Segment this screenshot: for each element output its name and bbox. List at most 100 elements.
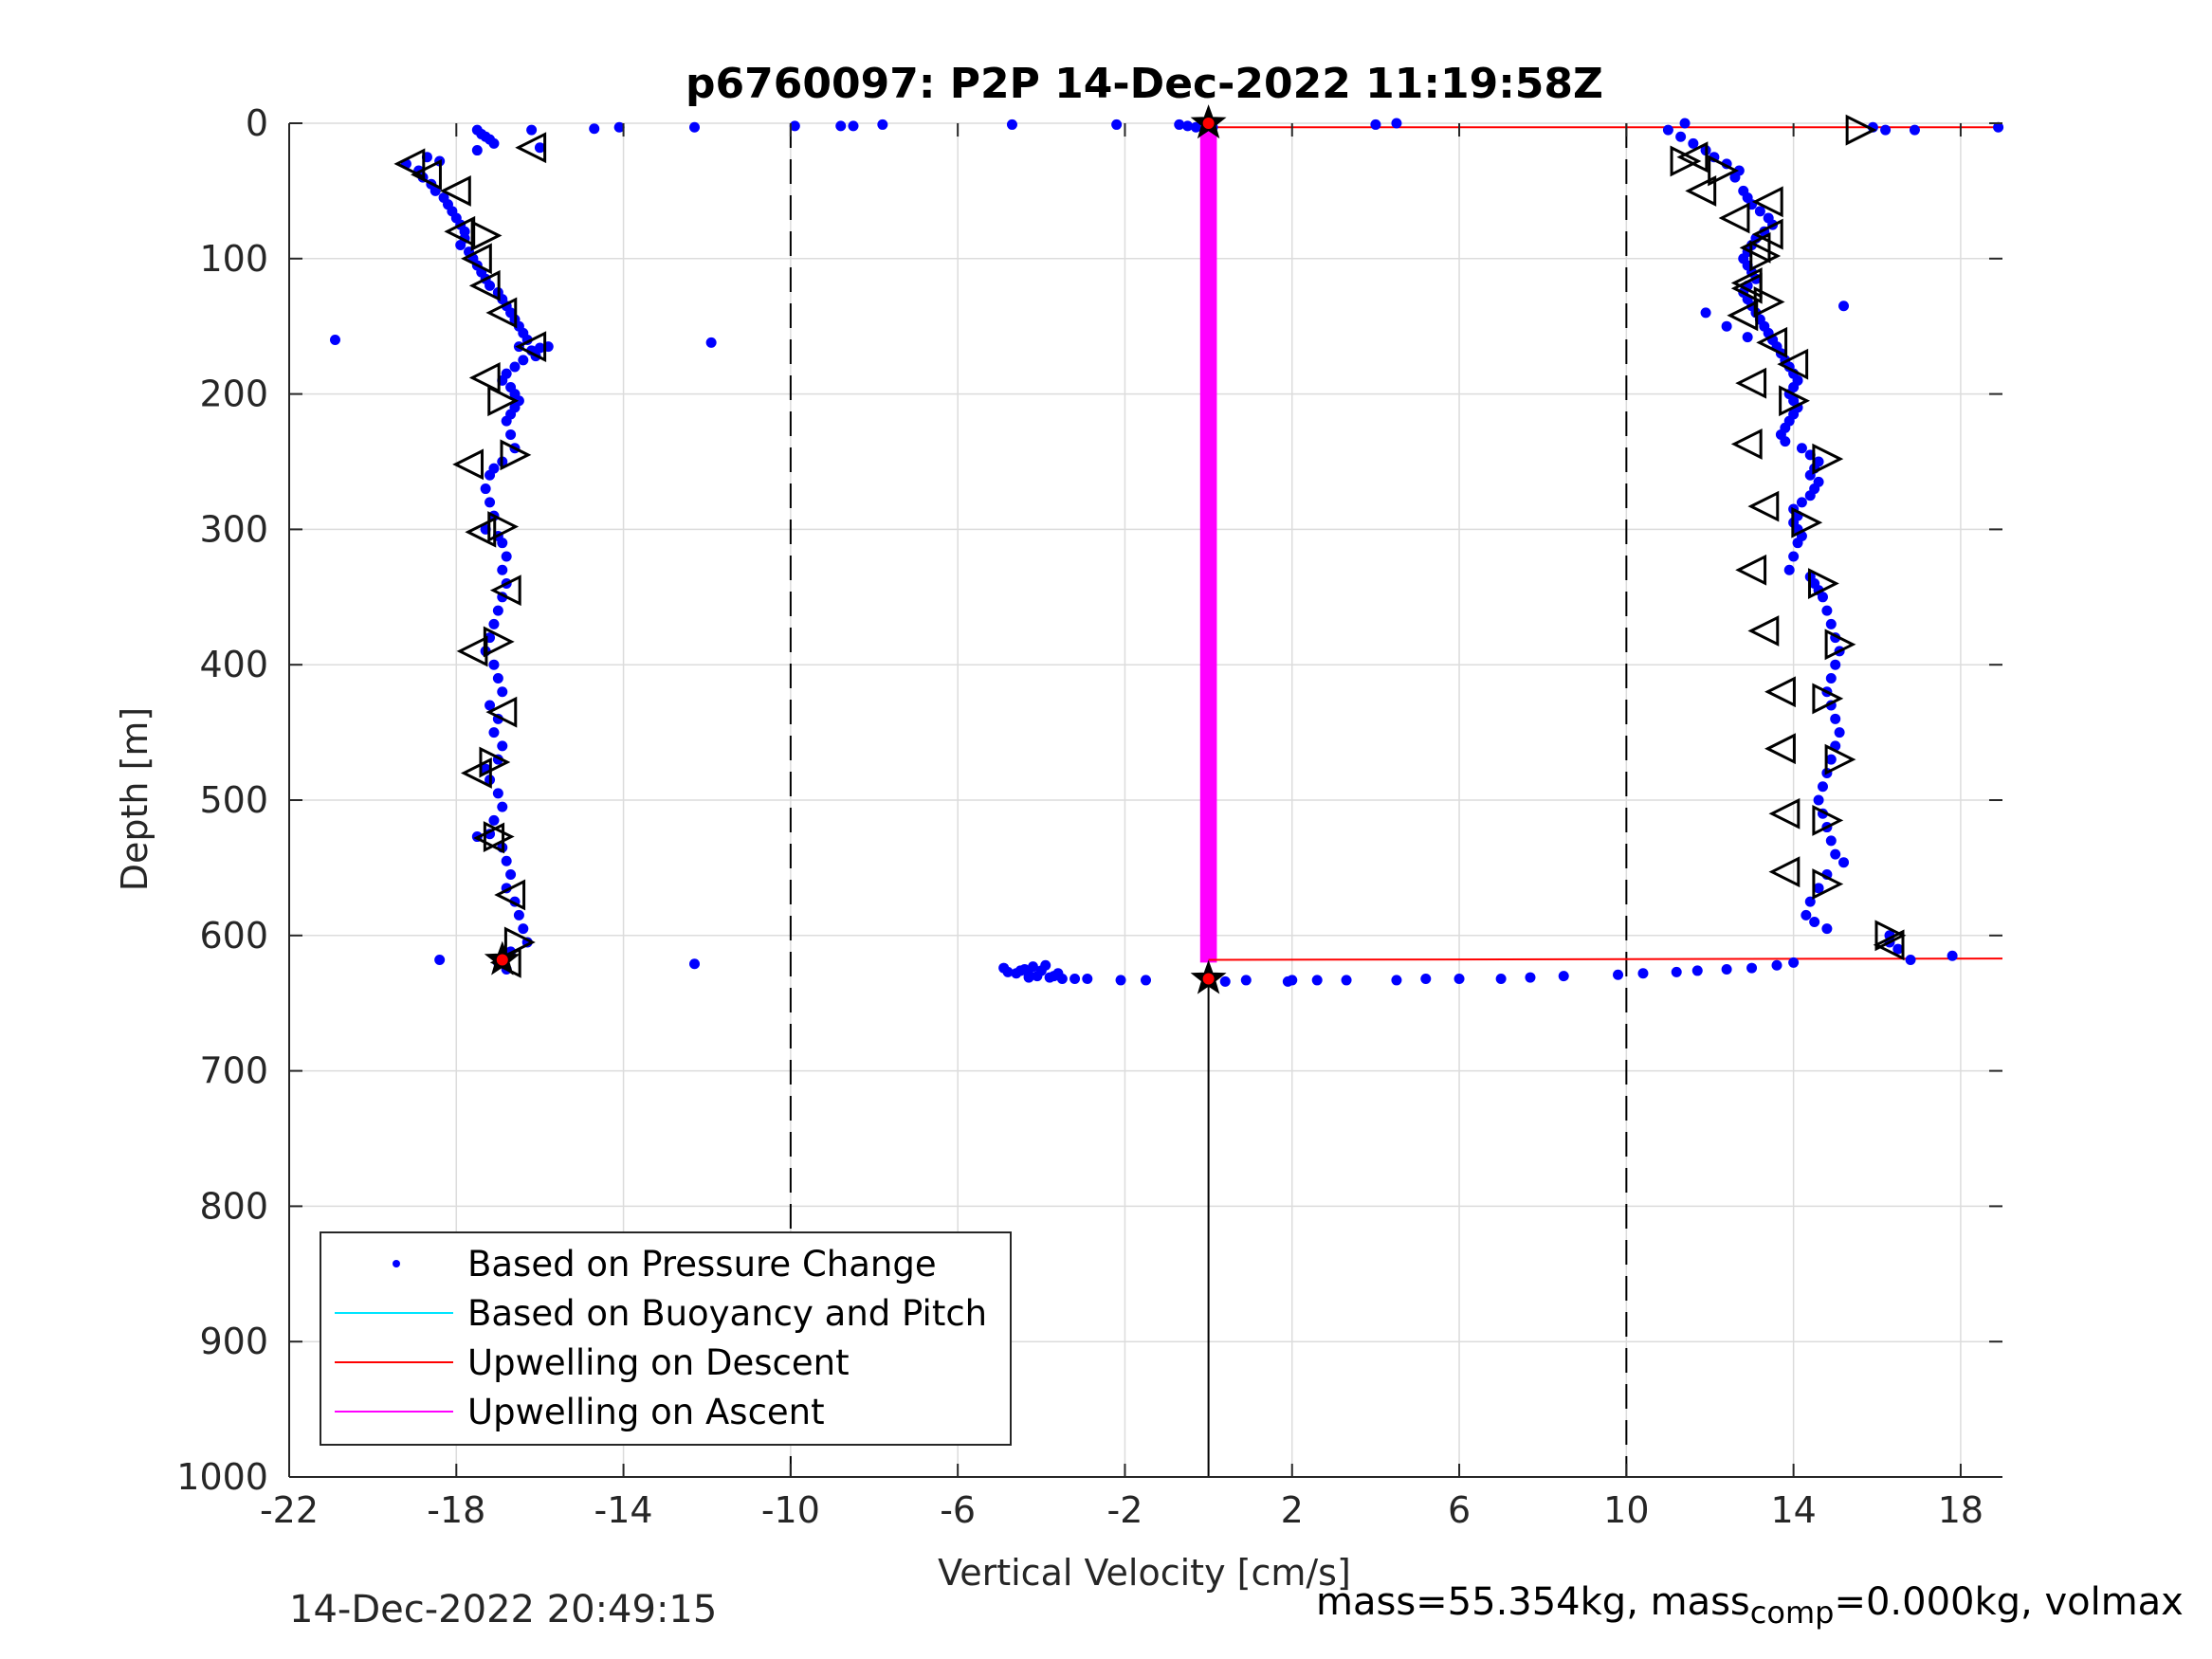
legend-box	[320, 1231, 1012, 1446]
data-point	[471, 145, 483, 156]
left-triangle-marker	[1735, 367, 1767, 399]
chart-title: p6760097: P2P 14-Dec-2022 11:19:58Z	[686, 60, 1603, 108]
right-triangle-marker	[500, 439, 532, 471]
data-point	[484, 280, 496, 291]
x-tick-label: -22	[260, 1489, 319, 1531]
data-point	[1817, 592, 1828, 603]
red-dot-marker	[496, 954, 508, 966]
data-point	[1792, 538, 1803, 549]
left-triangle-marker	[393, 148, 426, 180]
data-point	[492, 605, 503, 616]
data-point	[1311, 975, 1323, 986]
data-point	[1804, 490, 1816, 501]
data-point	[1558, 971, 1569, 982]
data-point	[1671, 966, 1682, 977]
data-point	[509, 361, 521, 373]
left-triangle-marker	[1873, 929, 1905, 961]
data-point	[1282, 975, 1293, 987]
data-point	[1780, 436, 1791, 447]
data-point	[434, 955, 446, 966]
right-triangle-marker	[483, 821, 515, 852]
data-point	[998, 962, 1010, 974]
y-tick-label: 0	[246, 102, 268, 144]
right-triangle-marker	[1753, 286, 1785, 318]
data-point	[1821, 923, 1833, 935]
y-tick-label: 400	[199, 644, 268, 685]
right-triangle-marker	[487, 511, 520, 542]
data-point	[505, 428, 517, 440]
footer-mass-tail: =0.000kg, volmax	[1834, 1580, 2184, 1624]
data-point	[1688, 137, 1699, 149]
red-dot-marker	[1202, 973, 1215, 985]
data-point	[1754, 206, 1765, 217]
y-tick-label: 900	[199, 1321, 268, 1362]
data-point	[1219, 975, 1231, 987]
legend-swatch-dot	[393, 1260, 400, 1267]
data-point	[1082, 973, 1093, 984]
right-triangle-marker	[1812, 443, 1844, 475]
data-point	[1909, 124, 1920, 136]
left-triangle-marker	[1735, 554, 1767, 586]
data-point	[1052, 968, 1064, 979]
data-point	[501, 415, 512, 427]
data-point	[492, 788, 503, 799]
legend: Based on Pressure Change Based on Buoyanc…	[320, 1231, 1012, 1446]
right-triangle-marker	[503, 926, 536, 958]
data-point	[518, 355, 529, 366]
left-triangle-marker	[473, 822, 505, 854]
left-triangle-marker	[1764, 676, 1796, 708]
right-triangle-marker	[1824, 743, 1856, 775]
data-point	[1115, 975, 1126, 986]
left-triangle-marker	[1768, 856, 1801, 888]
data-point	[1834, 727, 1845, 738]
data-point	[1830, 848, 1841, 860]
data-point	[1771, 959, 1782, 971]
right-triangle-marker	[1708, 155, 1740, 187]
data-point	[1825, 835, 1837, 847]
data-point	[1813, 883, 1824, 894]
x-tick-labels: -22 -18 -14 -10 -6 -2 2 6 10 14 18	[260, 1489, 1983, 1531]
data-point	[488, 618, 500, 629]
right-triangle-marker	[1874, 920, 1907, 952]
data-point	[1240, 975, 1252, 986]
data-point	[488, 137, 500, 149]
footer-mass-sub: comp	[1749, 1595, 1835, 1631]
data-point	[613, 121, 625, 133]
data-point	[1892, 943, 1904, 955]
data-point	[484, 469, 496, 481]
left-triangle-marker	[1764, 733, 1796, 765]
data-point	[1420, 973, 1432, 984]
data-point	[1525, 972, 1536, 983]
data-point	[501, 551, 512, 562]
legend-label: Upwelling on Descent	[467, 1342, 850, 1383]
x-tick-label: 6	[1448, 1489, 1471, 1531]
data-point	[1801, 909, 1812, 921]
upwelling-ascent-series	[1199, 130, 1217, 963]
data-point	[1453, 973, 1465, 984]
data-point	[689, 121, 701, 133]
data-point	[1015, 965, 1026, 976]
data-point	[1637, 968, 1649, 979]
x-tick-label: -14	[594, 1489, 653, 1531]
data-point	[484, 700, 496, 711]
x-tick-label: 18	[1938, 1489, 1983, 1531]
right-triangle-marker	[1824, 629, 1856, 661]
left-triangle-marker	[1751, 218, 1783, 250]
data-point	[1613, 969, 1624, 980]
left-triangle-marker	[1718, 202, 1750, 234]
data-point	[518, 923, 529, 935]
data-point	[526, 124, 538, 136]
data-point	[835, 120, 847, 132]
y-axis-label: Depth [m]	[114, 707, 155, 892]
left-triangle-marker	[468, 269, 501, 301]
data-point	[497, 564, 508, 575]
left-triangle-marker	[439, 174, 471, 207]
data-point	[492, 672, 503, 684]
data-point	[1069, 973, 1081, 984]
data-point	[1721, 964, 1732, 975]
data-point	[1746, 962, 1758, 974]
data-point	[1905, 955, 1916, 966]
data-point	[484, 497, 496, 508]
right-triangle-marker	[1812, 683, 1844, 715]
